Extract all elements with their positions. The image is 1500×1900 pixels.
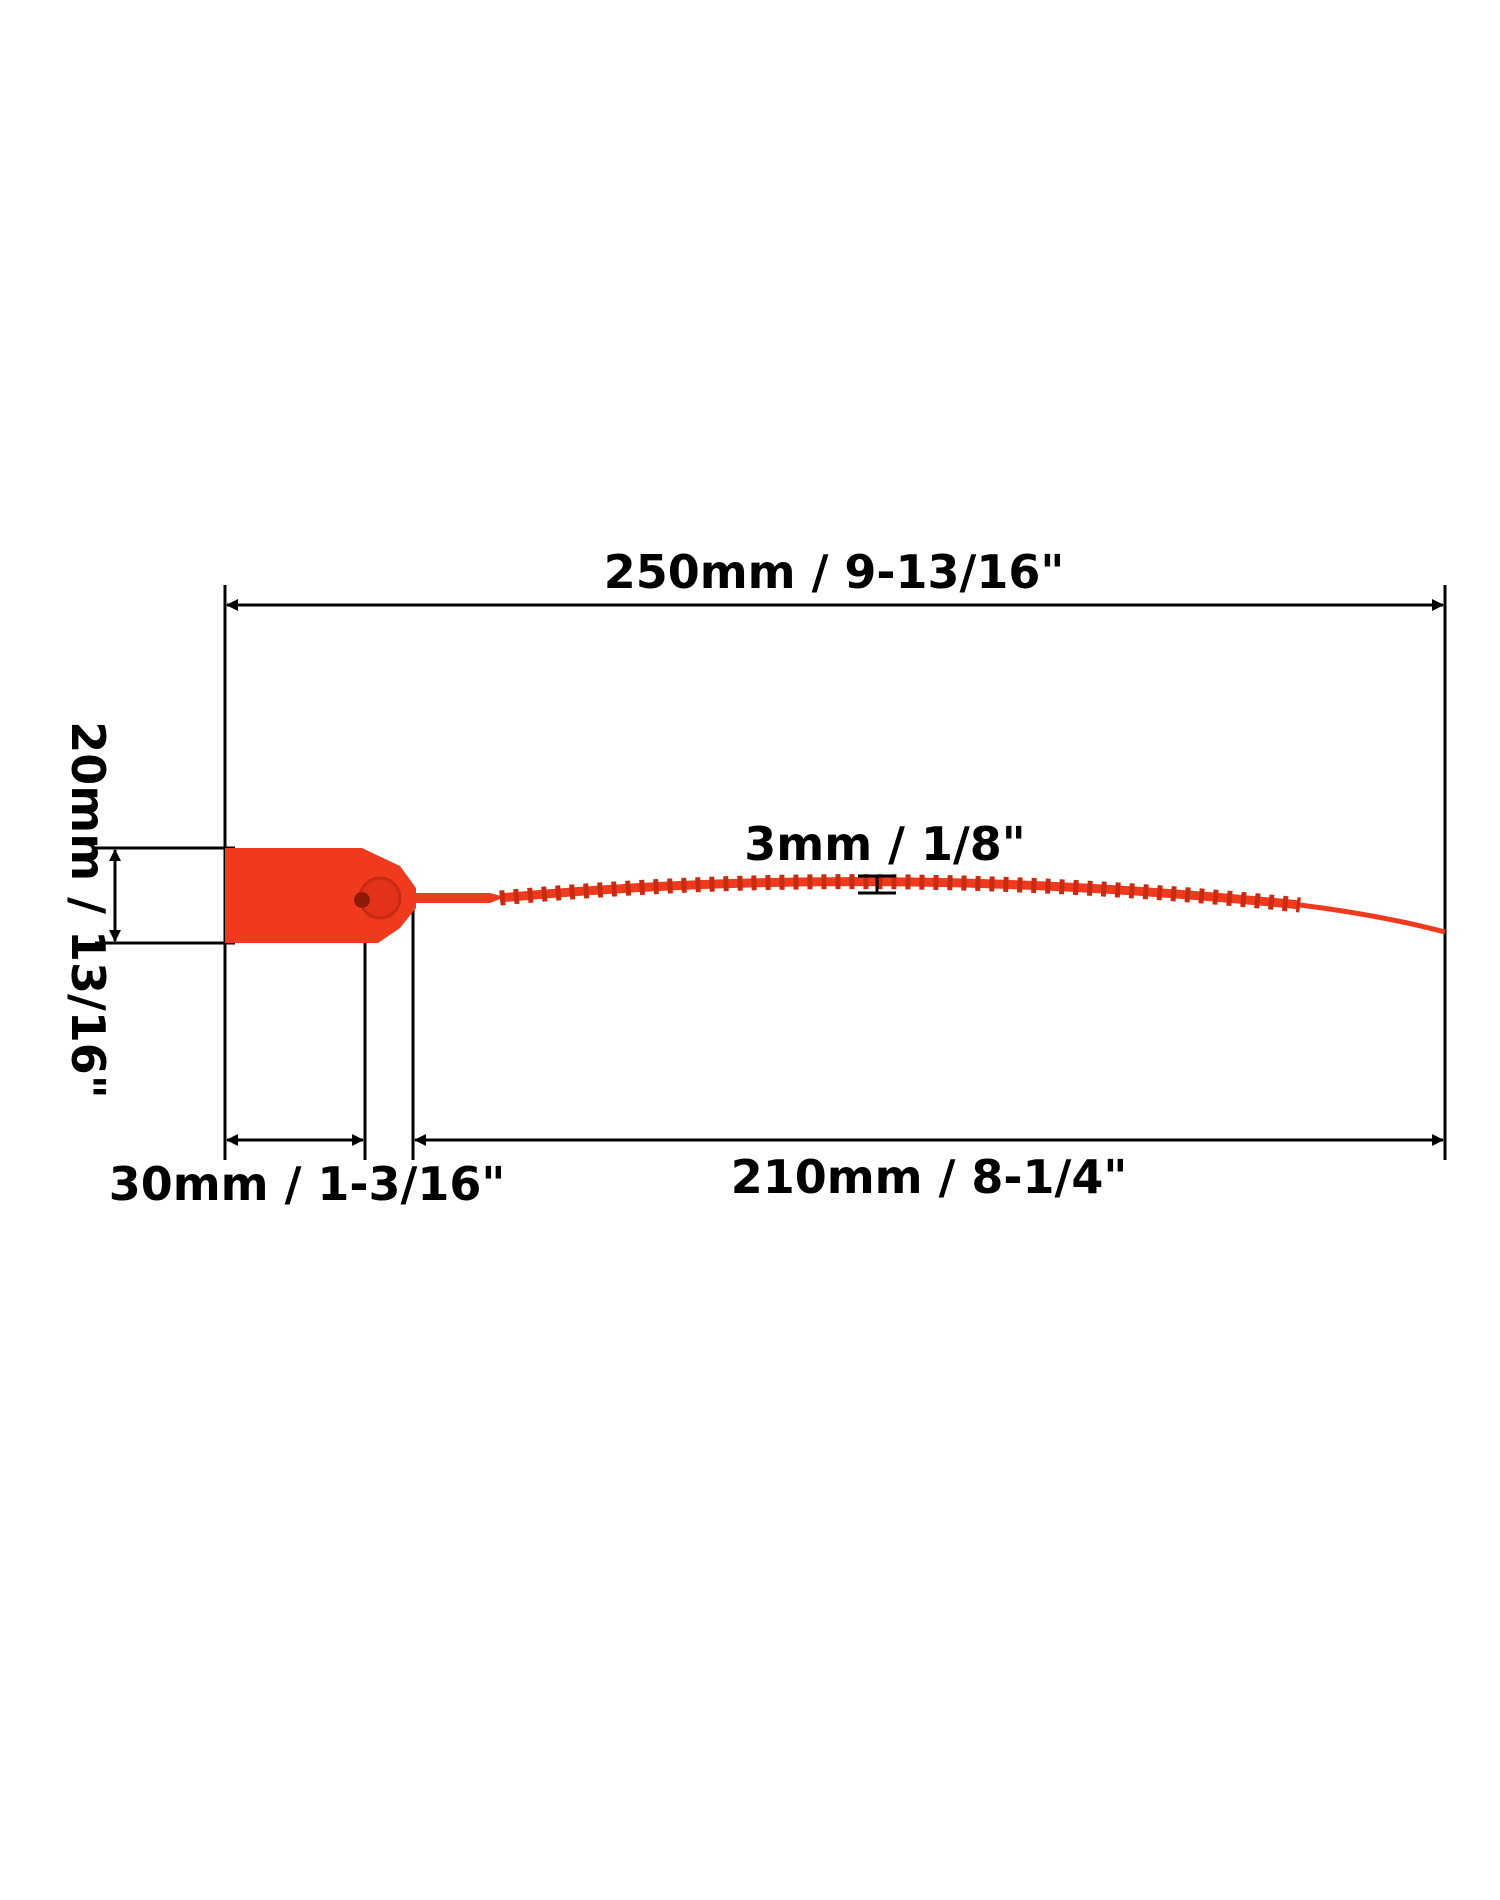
seal-lock-hole (354, 892, 370, 908)
strap-length-label: 210mm / 8-1/4" (731, 1150, 1128, 1204)
seal-tag (225, 848, 416, 943)
seal-strap-neck (410, 893, 505, 903)
strap-width-marker (858, 874, 896, 895)
security-seal (225, 848, 1446, 943)
seal-strap-tail (1299, 902, 1446, 935)
strap-width-label: 3mm / 1/8" (744, 817, 1025, 871)
tag-height-label: 20mm / 13/16" (61, 721, 115, 1099)
total-length-label: 250mm / 9-13/16" (604, 545, 1065, 599)
seal-strap (499, 877, 1301, 910)
tag-length-label: 30mm / 1-3/16" (109, 1157, 506, 1211)
